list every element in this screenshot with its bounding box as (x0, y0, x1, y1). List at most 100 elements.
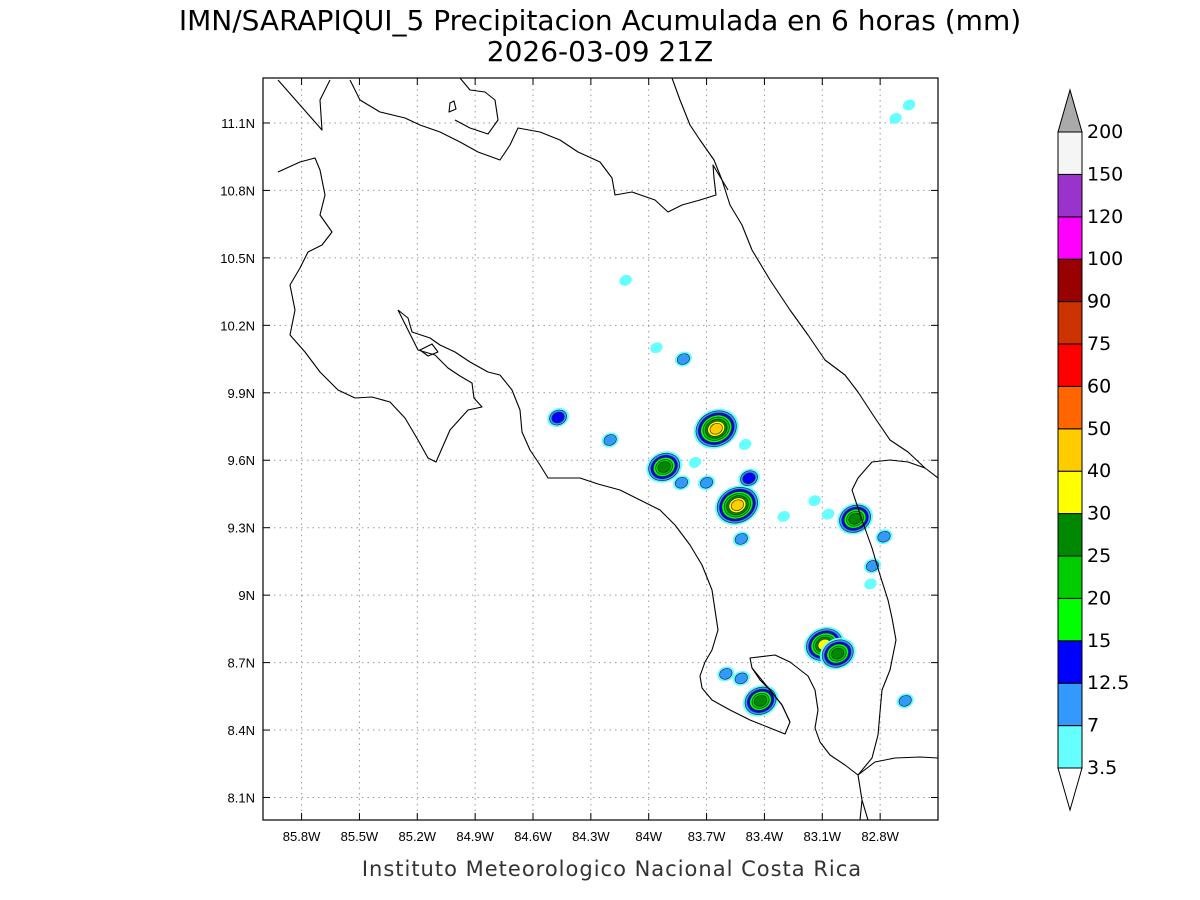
lon-tick-label: 83.7W (688, 829, 726, 844)
lon-tick-label: 84W (635, 829, 662, 844)
caribbean-coast (671, 78, 938, 479)
rain-cell (693, 408, 739, 449)
rain-contour (709, 423, 723, 435)
lake-nicaragua-shore (349, 79, 729, 213)
lon-tick-label: 82.8W (861, 829, 899, 844)
lat-tick-label: 10.2N (220, 318, 255, 333)
rain-contour (734, 533, 748, 545)
legend-label: 90 (1087, 291, 1111, 313)
legend-swatch (1057, 428, 1083, 472)
legend-swatch (1057, 343, 1083, 387)
lon-tick-label: 83.4W (746, 829, 784, 844)
panama-coast (857, 756, 938, 776)
legend-swatch (1057, 258, 1083, 303)
legend-label: 12.5 (1087, 672, 1129, 694)
lat-tick-label: 8.4N (228, 723, 255, 738)
legend-swatch (1057, 725, 1083, 769)
rain-cell (732, 531, 750, 547)
lon-tick-label: 84.3W (572, 829, 610, 844)
rain-contour (831, 647, 845, 660)
rain-cell (732, 670, 750, 686)
legend-label: 40 (1087, 460, 1111, 482)
rain-cell (674, 351, 692, 367)
lat-tick-label: 9.6N (228, 453, 255, 468)
gulf-island (419, 343, 439, 357)
map-datetime: 2026-03-09 21Z (487, 35, 713, 68)
legend-swatch (1057, 682, 1083, 727)
rain-contour (864, 578, 877, 590)
lat-tick-label: 11.1N (221, 116, 255, 131)
legend-swatch (1057, 555, 1083, 599)
legend-label: 20 (1087, 587, 1111, 609)
legend-swatch (1057, 597, 1083, 642)
rain-cell (864, 578, 877, 590)
north-land (454, 78, 499, 135)
coastlines (277, 78, 938, 820)
osa-peninsula (751, 667, 791, 723)
legend-label: 30 (1087, 503, 1111, 525)
legend-label: 150 (1087, 163, 1123, 185)
legend-swatch (1057, 513, 1083, 557)
rain-cell (819, 637, 856, 670)
rain-cell (777, 511, 790, 522)
legend-swatch (1057, 216, 1083, 260)
rain-contour (650, 342, 663, 354)
lon-tick-label: 85.8W (283, 829, 321, 844)
rain-cell (738, 468, 760, 488)
rain-cell (601, 432, 619, 448)
rain-cell (902, 99, 916, 111)
lat-tick-label: 10.8N (220, 183, 255, 198)
rain-cell (821, 508, 835, 520)
rain-cell (714, 485, 760, 526)
legend-swatch (1057, 301, 1083, 345)
lat-tick-label: 8.7N (228, 656, 255, 671)
rain-contour (877, 530, 891, 543)
lat-tick-label: 9.9N (228, 386, 255, 401)
rain-cell (672, 475, 691, 491)
rain-contour (688, 457, 702, 468)
rain-contour (808, 495, 821, 507)
rain-contour (902, 99, 916, 111)
rain-contour (734, 672, 748, 685)
colorbar-legend: 3.5 7 12.5 15 20 25 30 40 50 60 75 90 100 120 150 200 (1057, 88, 1129, 812)
rain-cell (547, 407, 569, 428)
rain-cell (619, 274, 632, 286)
lon-tick-label: 85.2W (398, 829, 436, 844)
rain-cell (889, 113, 902, 124)
legend-label: 15 (1087, 630, 1111, 652)
credit-text: Instituto Meteorologico Nacional Costa R… (362, 857, 862, 881)
legend-label: 3.5 (1087, 757, 1117, 779)
lat-tick-label: 9N (238, 588, 255, 603)
rain-contour (551, 411, 565, 424)
legend-label: 100 (1087, 248, 1123, 270)
rain-cell (688, 457, 702, 468)
coastline-north (277, 79, 331, 131)
grid-lines (263, 78, 938, 820)
lat-tick-label: 8.1N (228, 791, 255, 806)
rain-contour (657, 461, 671, 473)
legend-lower-arrow (1057, 767, 1083, 812)
legend-label: 200 (1087, 121, 1123, 143)
legend-swatch (1057, 640, 1083, 684)
rain-contour (730, 499, 744, 511)
legend-upper-arrow (1057, 88, 1083, 133)
lat-tick-label: 10.5N (220, 251, 255, 266)
rain-contour (738, 439, 752, 450)
rain-contour (700, 476, 714, 489)
island (448, 100, 457, 113)
lat-tick-label: 9.3N (228, 521, 255, 536)
rain-contour (742, 472, 756, 484)
gulf-nicoya-shore (397, 309, 501, 376)
rain-cell (896, 693, 914, 709)
legend-swatch (1057, 131, 1083, 175)
lon-tick-label: 84.9W (456, 829, 494, 844)
rain-contour (777, 511, 790, 522)
legend-label: 60 (1087, 375, 1111, 397)
rain-contour (898, 695, 912, 707)
rain-cell (738, 439, 752, 450)
legend-label: 7 (1087, 715, 1099, 737)
axes: 85.8W 85.5W 85.2W 84.9W 84.6W 84.3W 84W 83.7W 83… (220, 78, 938, 844)
legend-label: 25 (1087, 545, 1111, 567)
rain-cell (875, 529, 893, 545)
